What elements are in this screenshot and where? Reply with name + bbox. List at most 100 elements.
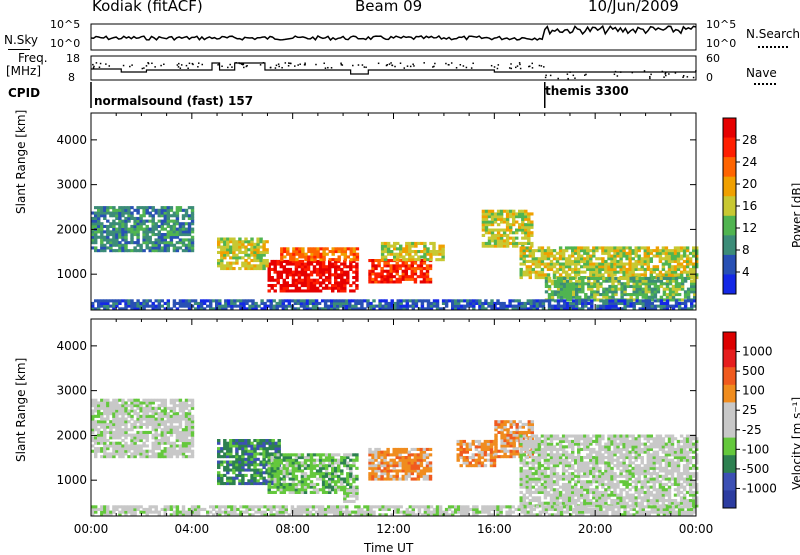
heatmap-cell <box>170 228 173 231</box>
heatmap-cell <box>223 256 226 259</box>
heatmap-cell <box>518 226 521 229</box>
heatmap-cell <box>274 271 277 274</box>
heatmap-cell <box>457 459 460 462</box>
heatmap-cell <box>280 284 283 287</box>
heatmap-cell <box>463 448 466 451</box>
heatmap-cell <box>316 464 319 467</box>
heatmap-cell <box>592 271 595 274</box>
heatmap-cell <box>352 276 355 279</box>
nave-dots <box>92 62 697 79</box>
heatmap-cell <box>256 248 259 251</box>
heatmap-cell <box>529 483 532 486</box>
heatmap-cell <box>592 268 595 271</box>
heatmap-cell <box>173 228 176 231</box>
heatmap-cell <box>348 299 351 302</box>
heatmap-cell <box>277 459 280 462</box>
heatmap-cell <box>680 271 683 274</box>
heatmap-cell <box>289 289 292 292</box>
heatmap-cell <box>368 478 371 481</box>
heatmap-cell <box>223 482 226 485</box>
heatmap-cell <box>506 239 509 242</box>
heatmap-cell <box>179 233 182 236</box>
heatmap-cell <box>553 255 556 258</box>
heatmap-cell <box>328 276 331 279</box>
heatmap-cell <box>426 275 429 278</box>
heatmap-cell <box>259 256 262 259</box>
heatmap-cell <box>217 447 220 450</box>
heatmap-cell <box>529 499 532 502</box>
heatmap-cell <box>672 305 675 308</box>
heatmap-cell <box>221 305 224 308</box>
heatmap-cell <box>106 209 109 212</box>
heatmap-cell <box>402 478 405 481</box>
heatmap-cell <box>337 467 340 470</box>
heatmap-cell <box>448 299 451 302</box>
heatmap-cell <box>417 459 420 462</box>
heatmap-cell <box>529 445 532 448</box>
heatmap-cell <box>286 250 289 253</box>
heatmap-cell <box>607 443 610 446</box>
heatmap-cell <box>607 257 610 260</box>
heatmap-cell <box>417 453 420 456</box>
heatmap-cell <box>220 482 223 485</box>
heatmap-cell <box>235 256 238 259</box>
heatmap-cell <box>223 264 226 267</box>
heatmap-cell <box>286 273 289 276</box>
heatmap-cell <box>289 258 292 261</box>
heatmap-cell <box>604 260 607 263</box>
heatmap-cell <box>500 455 503 458</box>
heatmap-cell <box>636 280 639 283</box>
heatmap-cell <box>322 271 325 274</box>
heatmap-cell <box>632 257 635 260</box>
heatmap-cell <box>550 440 553 443</box>
heatmap-cell <box>295 467 298 470</box>
heatmap-cell <box>547 435 550 438</box>
heatmap-cell <box>408 456 411 459</box>
heatmap-cell <box>472 299 475 302</box>
heatmap-cell <box>525 431 528 434</box>
heatmap-cell <box>583 461 586 464</box>
heatmap-cell <box>544 453 547 456</box>
heatmap-cell <box>247 461 250 464</box>
heatmap-cell <box>512 239 515 242</box>
heatmap-cell <box>274 475 277 478</box>
heatmap-cell <box>608 296 611 299</box>
nave-dot <box>573 75 575 77</box>
heatmap-cell <box>613 246 616 249</box>
heatmap-cell <box>374 456 377 459</box>
heatmap-cell <box>547 502 550 505</box>
heatmap-cell <box>512 305 515 308</box>
heatmap-cell <box>253 246 256 249</box>
heatmap-cell <box>607 464 610 467</box>
heatmap-cell <box>403 305 406 308</box>
heatmap-cell <box>686 246 689 249</box>
heatmap-cell <box>672 298 675 301</box>
heatmap-cell <box>390 278 393 281</box>
heatmap-cell <box>307 284 310 287</box>
heatmap-cell <box>378 305 381 308</box>
heatmap-cell <box>601 461 604 464</box>
heatmap-cell <box>396 264 399 267</box>
heatmap-cell <box>622 249 625 252</box>
heatmap-cell <box>519 426 522 429</box>
heatmap-cell <box>619 435 622 438</box>
heatmap-cell <box>232 238 235 241</box>
heatmap-cell <box>226 267 229 270</box>
heatmap-cell <box>605 290 608 293</box>
heatmap-cell <box>384 299 387 302</box>
nave-dot <box>243 63 245 65</box>
heatmap-cell <box>566 305 569 308</box>
heatmap-cell <box>286 453 289 456</box>
heatmap-cell <box>645 296 648 299</box>
heatmap-cell <box>298 491 301 494</box>
heatmap-cell <box>235 458 238 461</box>
heatmap-cell <box>164 302 167 305</box>
heatmap-cell <box>577 461 580 464</box>
heatmap-cell <box>109 206 112 209</box>
heatmap-cell <box>164 238 167 241</box>
heatmap-cell <box>605 293 608 296</box>
heatmap-cell <box>503 439 506 442</box>
heatmap-cell <box>531 420 534 423</box>
heatmap-cell <box>559 496 562 499</box>
heatmap-cell <box>577 268 580 271</box>
